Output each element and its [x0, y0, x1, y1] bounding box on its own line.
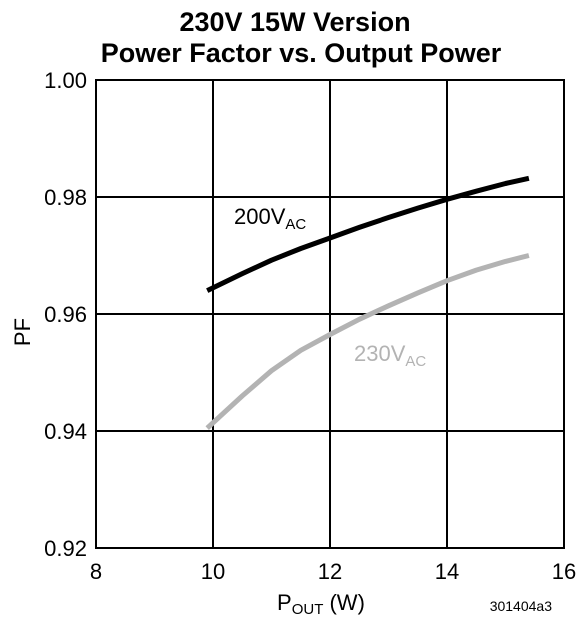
- x-tick-label: 16: [552, 559, 576, 584]
- series-line-200vac: [206, 175, 530, 293]
- x-axis-label-sub: OUT: [292, 601, 324, 618]
- chart-subtitle: Power Factor vs. Output Power: [101, 38, 502, 68]
- series-label-230vac-main: 230V: [354, 341, 406, 366]
- series-line-230vac: [205, 253, 530, 430]
- figure-code: 301404a3: [490, 598, 553, 614]
- x-tick-label: 14: [435, 559, 459, 584]
- series-label-200vac-sub: AC: [285, 216, 306, 233]
- x-axis-label-main: P: [277, 590, 292, 615]
- grid-lines: [96, 80, 564, 548]
- y-tick-label: 0.94: [44, 419, 87, 444]
- y-axis-label: PF: [10, 318, 35, 346]
- y-tick-label: 0.98: [44, 185, 87, 210]
- series-label-230vac: 230VAC: [354, 341, 426, 370]
- series-label-230vac-sub: AC: [405, 353, 426, 370]
- x-axis-label: POUT (W): [277, 590, 365, 618]
- y-tick-label: 0.92: [44, 536, 87, 561]
- series-label-200vac-main: 200V: [234, 204, 286, 229]
- y-tick-label: 1.00: [44, 68, 87, 93]
- x-tick-label: 8: [90, 559, 102, 584]
- x-tick-label: 10: [201, 559, 225, 584]
- tick-labels: 8 10 12 14 16 0.92 0.94 0.96 0.98 1.00: [44, 68, 576, 584]
- x-axis-label-unit: (W): [323, 590, 365, 615]
- x-tick-label: 12: [318, 559, 342, 584]
- plot-frame: [95, 79, 565, 549]
- series-label-200vac: 200VAC: [234, 204, 306, 233]
- y-tick-label: 0.96: [44, 302, 87, 327]
- chart-title: 230V 15W Version: [179, 7, 410, 37]
- series-lines: [205, 175, 530, 430]
